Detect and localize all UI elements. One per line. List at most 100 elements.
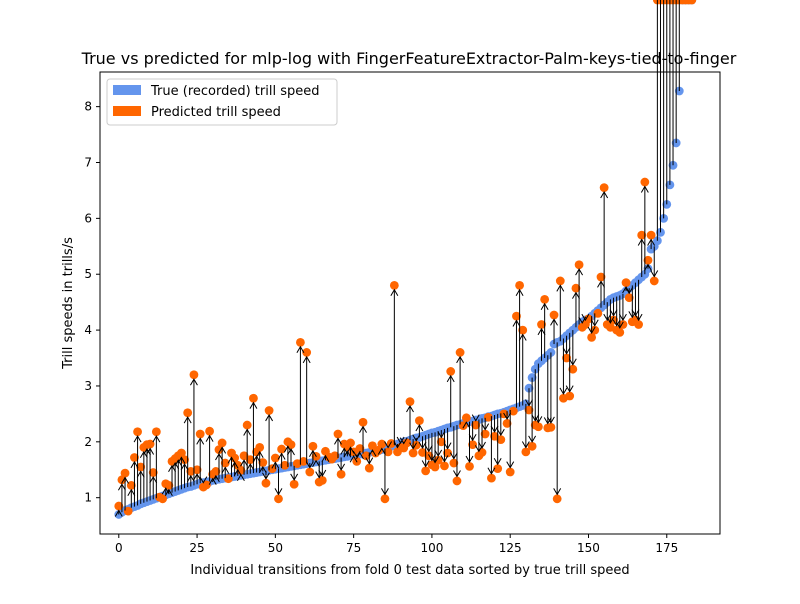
arrow-head <box>512 319 521 327</box>
predicted-point <box>299 456 308 466</box>
arrow-head <box>393 441 402 449</box>
arrow-head <box>609 309 618 317</box>
predicted-point <box>521 447 531 457</box>
predicted-point <box>120 468 130 478</box>
predicted-point <box>537 320 546 329</box>
arrow-head <box>334 437 342 445</box>
arrow-head <box>143 448 151 456</box>
arrow-head <box>647 238 656 246</box>
arrow-head <box>556 284 565 292</box>
predicted-point <box>593 308 603 318</box>
arrow-head <box>481 423 490 431</box>
arrow-head <box>618 313 627 322</box>
arrow-head <box>365 457 374 465</box>
arrow-head <box>308 449 317 457</box>
arrow-head <box>352 450 361 458</box>
arrow-head <box>117 483 126 491</box>
legend-box <box>106 78 338 126</box>
arrow-head <box>255 450 264 459</box>
arrow-head <box>249 401 258 409</box>
arrow-head <box>296 345 305 354</box>
predicted-point <box>180 455 189 465</box>
arrow-head <box>506 461 515 469</box>
true-point <box>656 227 665 237</box>
arrow-head <box>377 447 386 455</box>
predicted-point <box>117 475 127 485</box>
predicted-point <box>389 281 399 290</box>
arrow-head <box>437 431 446 439</box>
predicted-point <box>433 455 443 465</box>
predicted-point <box>621 278 631 288</box>
arrow-head <box>572 291 580 299</box>
legend-label-true: True (recorded) trill speed <box>150 84 319 99</box>
legend-swatch-predicted <box>113 106 141 116</box>
predicted-point <box>158 494 168 504</box>
predicted-point <box>302 348 312 357</box>
predicted-point <box>145 439 155 449</box>
arrow-head <box>186 474 195 483</box>
plot-area <box>114 0 697 519</box>
predicted-point <box>480 429 490 439</box>
predicted-point <box>195 429 205 439</box>
arrow-head <box>424 445 433 453</box>
predicted-point <box>446 367 456 376</box>
arrow-head <box>196 437 205 445</box>
arrow-head <box>230 461 239 469</box>
predicted-point <box>402 438 412 448</box>
legend: True (recorded) trill speed Predicted tr… <box>106 78 338 126</box>
predicted-point <box>646 230 656 240</box>
predicted-point <box>596 272 606 282</box>
predicted-point <box>471 420 481 430</box>
arrow-head <box>597 280 605 288</box>
predicted-point <box>242 420 252 430</box>
predicted-point <box>383 447 393 457</box>
arrow-head <box>215 453 223 461</box>
arrow-head <box>634 313 643 322</box>
predicted-point <box>211 467 221 476</box>
arrow-head <box>412 434 421 442</box>
predicted-point <box>133 427 142 437</box>
predicted-point <box>249 393 258 403</box>
x-tick-label: 50 <box>268 541 283 555</box>
arrow-head <box>355 451 364 460</box>
arrow-head <box>531 414 540 422</box>
y-tick-label: 8 <box>84 100 92 114</box>
predicted-point <box>205 426 214 436</box>
predicted-point <box>123 506 133 516</box>
arrow-head <box>262 472 270 480</box>
arrow-head <box>337 463 346 471</box>
legend-label-predicted: Predicted trill speed <box>151 105 281 120</box>
error-arrows <box>114 0 680 517</box>
predicted-point <box>148 468 158 477</box>
x-tick-label: 25 <box>189 541 204 555</box>
arrow-head <box>321 454 330 462</box>
arrow-head <box>496 428 505 437</box>
predicted-point <box>202 480 211 490</box>
x-tick-label: 0 <box>115 541 123 555</box>
predicted-point <box>687 0 697 5</box>
predicted-point <box>405 397 415 407</box>
y-tick-label: 6 <box>84 211 92 225</box>
arrow-head <box>243 428 252 436</box>
arrow-head <box>174 459 183 467</box>
arrow-head <box>396 436 405 445</box>
predicted-point <box>368 441 377 451</box>
predicted-point <box>230 453 240 463</box>
predicted-point <box>380 494 390 504</box>
predicted-point <box>508 406 518 416</box>
predicted-point <box>236 465 246 475</box>
arrow-head <box>465 455 474 463</box>
predicted-point <box>270 453 280 463</box>
y-tick-label: 4 <box>84 323 92 337</box>
arrow-head <box>168 464 176 473</box>
true-point <box>668 160 678 170</box>
arrow-head <box>537 327 546 336</box>
arrow-head <box>546 416 555 424</box>
arrow-head <box>274 488 283 496</box>
predicted-point <box>136 462 146 472</box>
arrow-head <box>446 374 455 383</box>
predicted-point <box>346 438 355 448</box>
arrow-head <box>139 450 148 459</box>
predicted-point <box>296 337 305 347</box>
predicted-point <box>640 177 650 187</box>
